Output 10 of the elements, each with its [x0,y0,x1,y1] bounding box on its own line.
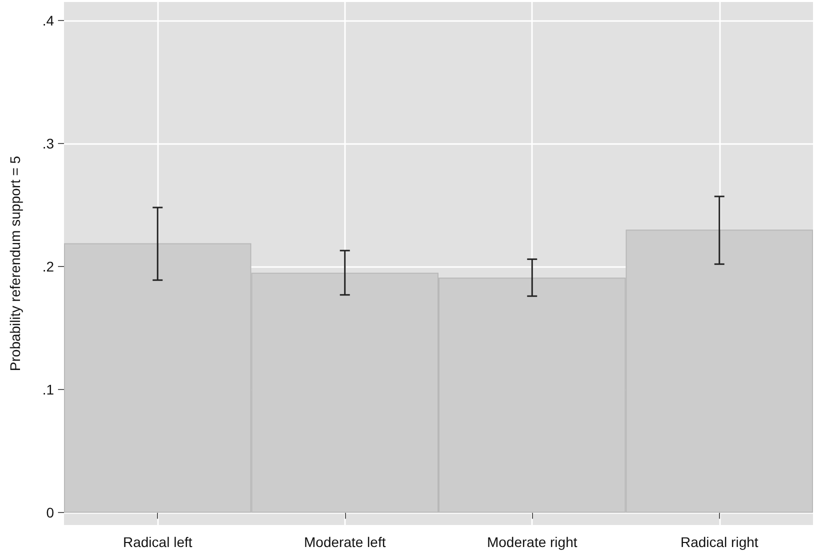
y-axis-title: Probability referendum support = 5 [7,156,23,372]
x-tick-label: Radical left [122,534,192,550]
y-tick-label: .2 [42,258,54,275]
y-tick-label: 0 [46,504,54,521]
y-tick-label: .3 [42,136,54,152]
x-tick-label: Radical right [680,534,758,550]
y-tick-label: .4 [42,12,54,28]
x-tick-label: Moderate left [304,534,386,550]
y-tick-label: .1 [42,382,54,398]
x-tick-label: Moderate right [486,534,578,550]
